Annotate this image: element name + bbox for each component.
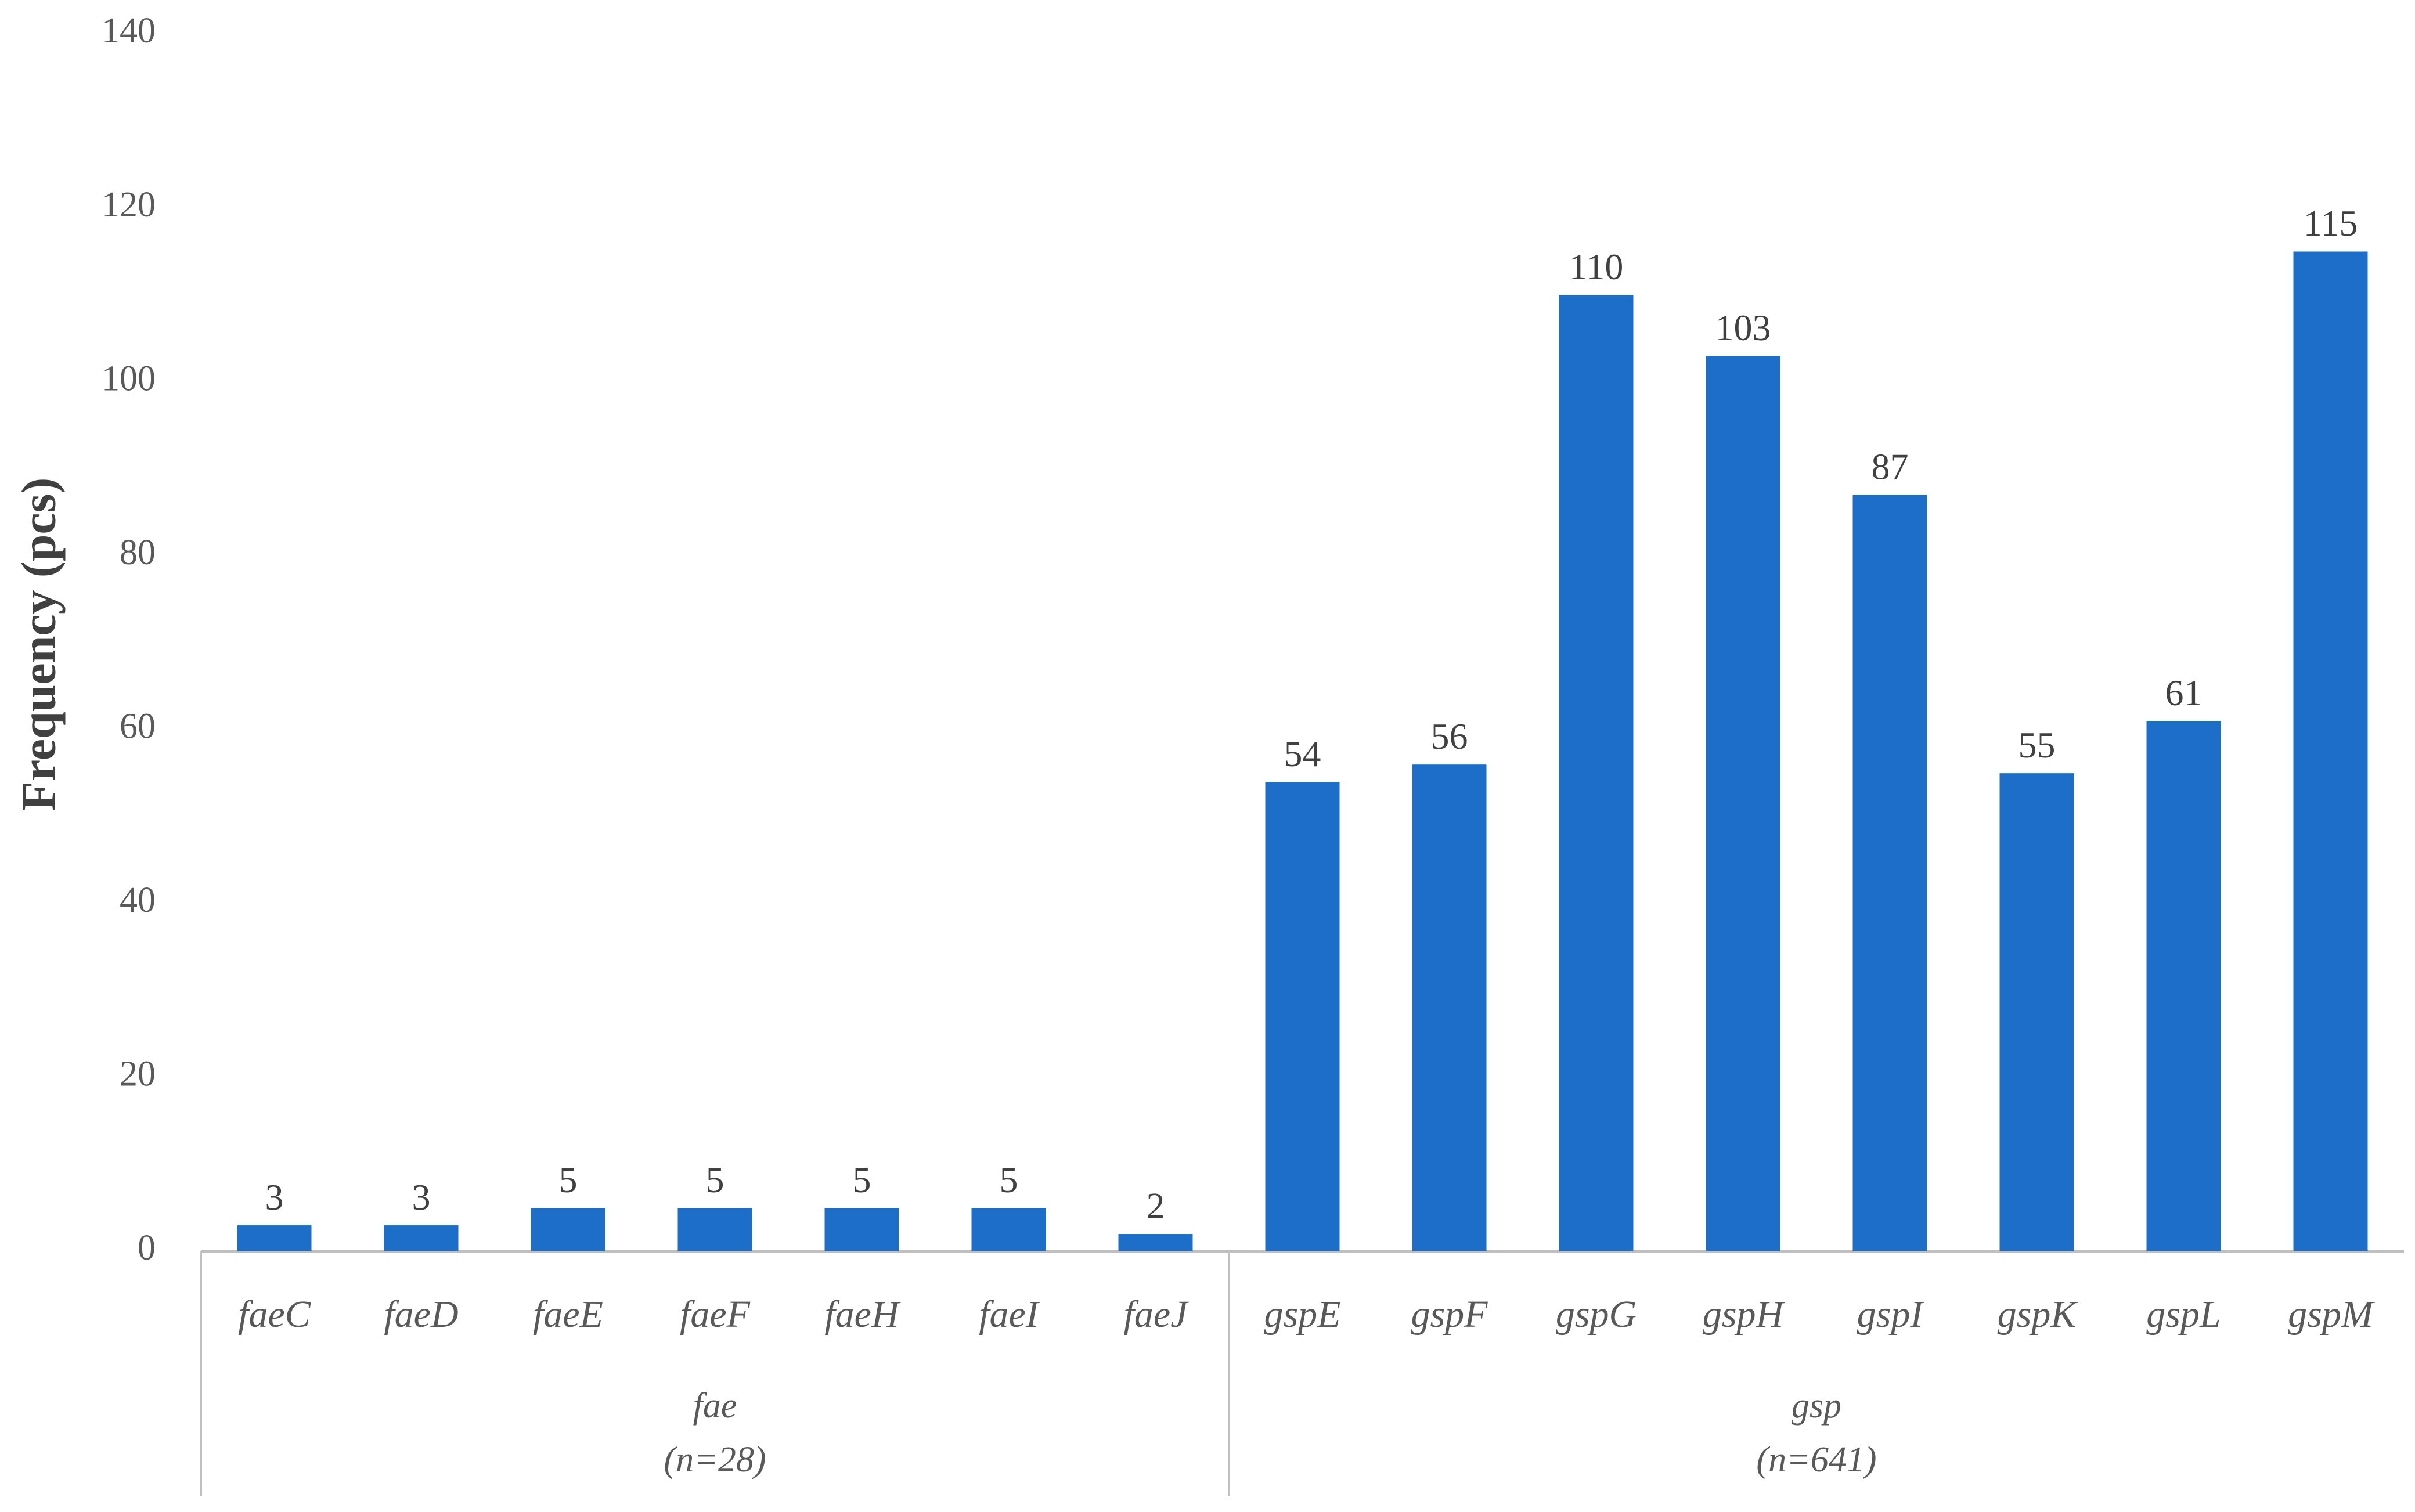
x-tick-label: faeI [979, 1293, 1040, 1336]
value-label: 56 [1431, 716, 1468, 757]
y-tick-label: 120 [102, 185, 156, 225]
x-tick-label: faeJ [1124, 1293, 1190, 1336]
value-label: 55 [2018, 724, 2056, 766]
y-tick-label: 100 [102, 359, 156, 398]
bar [1118, 1234, 1193, 1251]
y-tick-label: 80 [120, 533, 156, 572]
bar [2146, 721, 2221, 1251]
value-label: 61 [2165, 672, 2203, 713]
x-tick-label: gspG [1556, 1293, 1637, 1336]
x-tick-label: faeF [680, 1293, 751, 1336]
bar [1706, 356, 1780, 1251]
bar [384, 1225, 459, 1251]
bar [2293, 251, 2368, 1251]
bar [824, 1208, 899, 1251]
group-note: (n=28) [664, 1440, 766, 1479]
bar [1559, 295, 1634, 1251]
group-label: fae [693, 1386, 737, 1426]
group-note: (n=641) [1756, 1440, 1876, 1479]
y-tick-label: 0 [138, 1228, 156, 1268]
group-label: gsp [1792, 1386, 1841, 1426]
y-tick-label: 40 [120, 881, 156, 920]
y-tick-label: 20 [120, 1055, 156, 1094]
y-axis-title: Frequency (pcs) [12, 478, 66, 811]
bar [1852, 495, 1927, 1251]
x-tick-label: faeH [824, 1293, 901, 1336]
bar [971, 1208, 1046, 1251]
value-label: 103 [1715, 307, 1771, 348]
bar [1412, 764, 1487, 1251]
value-label: 115 [2304, 203, 2358, 244]
x-tick-label: gspH [1703, 1293, 1786, 1336]
value-label: 2 [1147, 1185, 1165, 1226]
x-tick-label: gspK [1998, 1293, 2078, 1336]
x-tick-label: gspI [1857, 1293, 1925, 1336]
value-label: 87 [1872, 446, 1909, 488]
value-label: 5 [1000, 1159, 1018, 1200]
x-tick-label: gspL [2146, 1293, 2221, 1336]
x-tick-label: faeD [384, 1293, 458, 1336]
x-tick-label: gspE [1264, 1293, 1341, 1336]
bar [1999, 773, 2074, 1251]
bar [531, 1208, 605, 1251]
value-label: 3 [412, 1177, 431, 1218]
x-tick-label: gspM [2288, 1293, 2376, 1336]
value-label: 3 [265, 1177, 284, 1218]
value-label: 5 [706, 1159, 724, 1200]
bar [237, 1225, 312, 1251]
x-tick-label: faeC [238, 1293, 311, 1336]
value-label: 110 [1569, 246, 1624, 287]
y-tick-label: 140 [102, 11, 156, 50]
x-tick-label: gspF [1411, 1293, 1488, 1336]
bar [1265, 782, 1340, 1251]
y-tick-label: 60 [120, 707, 156, 746]
value-label: 5 [559, 1159, 578, 1200]
bar [677, 1208, 752, 1251]
value-label: 5 [853, 1159, 871, 1200]
x-tick-label: faeE [533, 1293, 603, 1336]
value-label: 54 [1284, 733, 1321, 774]
